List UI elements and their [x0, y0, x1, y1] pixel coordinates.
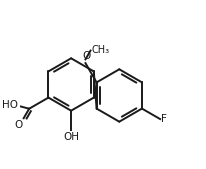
Text: O: O [82, 51, 90, 61]
Text: OH: OH [63, 132, 79, 142]
Text: HO: HO [2, 100, 18, 110]
Text: F: F [160, 114, 166, 124]
Text: O: O [14, 120, 23, 130]
Text: CH₃: CH₃ [91, 45, 109, 55]
